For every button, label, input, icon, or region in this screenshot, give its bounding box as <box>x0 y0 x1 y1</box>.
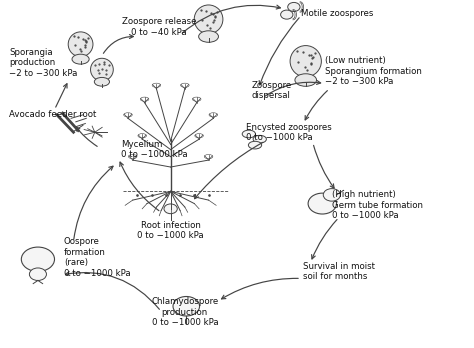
Ellipse shape <box>199 31 219 42</box>
Ellipse shape <box>91 58 113 81</box>
Circle shape <box>288 2 300 11</box>
Text: (Low nutrient)
Sporangium formation
−2 to −300 kPa: (Low nutrient) Sporangium formation −2 t… <box>325 56 421 86</box>
Ellipse shape <box>194 5 223 34</box>
Text: Zoospore
dispersal: Zoospore dispersal <box>251 81 292 100</box>
Ellipse shape <box>72 54 89 64</box>
Ellipse shape <box>248 141 262 149</box>
Circle shape <box>29 268 46 280</box>
Text: Zoospore release
0 to −40 kPa: Zoospore release 0 to −40 kPa <box>121 17 196 37</box>
Circle shape <box>323 189 340 201</box>
Circle shape <box>281 10 293 19</box>
Text: Motile zoospores: Motile zoospores <box>301 9 374 18</box>
Text: Chlamydospore
production
0 to −1000 kPa: Chlamydospore production 0 to −1000 kPa <box>151 297 219 327</box>
Text: Mycelium
0 to −1000 kPa: Mycelium 0 to −1000 kPa <box>121 140 188 159</box>
Circle shape <box>21 247 55 271</box>
Text: Sporangia
production
−2 to −300 kPa: Sporangia production −2 to −300 kPa <box>9 48 78 78</box>
Text: Survival in moist
soil for months: Survival in moist soil for months <box>303 262 375 281</box>
Ellipse shape <box>253 135 266 143</box>
Circle shape <box>173 296 200 316</box>
Text: Encysted zoospores
0 to −1000 kPa: Encysted zoospores 0 to −1000 kPa <box>246 122 332 142</box>
Circle shape <box>164 204 177 214</box>
Ellipse shape <box>290 46 321 77</box>
Text: (High nutrient)
Germ tube formation
0 to −1000 kPa: (High nutrient) Germ tube formation 0 to… <box>332 190 423 220</box>
Text: Oospore
formation
(rare)
0 to −1000 kPa: Oospore formation (rare) 0 to −1000 kPa <box>64 237 131 278</box>
Ellipse shape <box>295 74 317 86</box>
Ellipse shape <box>68 32 93 57</box>
Ellipse shape <box>94 77 109 86</box>
Text: Avocado feeder root: Avocado feeder root <box>9 110 97 119</box>
Ellipse shape <box>242 130 255 138</box>
Text: Root infection
0 to −1000 kPa: Root infection 0 to −1000 kPa <box>137 221 204 240</box>
Circle shape <box>308 193 337 214</box>
